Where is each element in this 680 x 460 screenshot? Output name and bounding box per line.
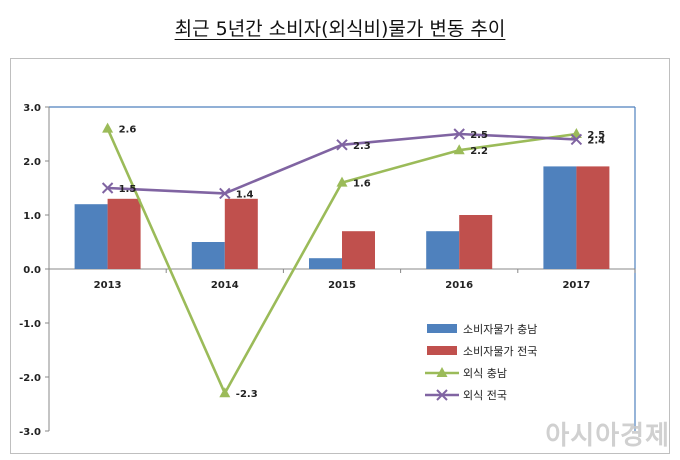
data-label: 2.4 xyxy=(587,135,605,146)
legend-swatch xyxy=(427,324,457,333)
y-tick-label: -3.0 xyxy=(19,427,41,438)
x-marker xyxy=(570,133,583,146)
x-marker xyxy=(336,139,348,151)
bar xyxy=(459,215,493,269)
chart-title-text: 최근 5년간 소비자(외식비)물가 변동 추이 xyxy=(174,18,506,40)
bar xyxy=(543,166,577,269)
bar xyxy=(342,231,375,269)
bar xyxy=(224,198,258,269)
x-tick-label: 2014 xyxy=(211,280,239,291)
x-tick-label: 2017 xyxy=(562,280,590,291)
bar xyxy=(191,242,225,269)
legend-label: 소비자물가 전국 xyxy=(463,345,537,358)
chart-frame: 3.0 2.0 1.0 0.0 -1.0 -2.0 -3.0 2013 2014 2015 2016… xyxy=(10,58,670,454)
x-marker xyxy=(219,187,231,200)
bar xyxy=(74,204,108,269)
y-tick-label: -2.0 xyxy=(19,373,41,384)
bar xyxy=(309,258,342,269)
legend-label: 외식 충남 xyxy=(463,367,507,380)
legend-x-marker xyxy=(436,389,448,401)
data-label: 2.5 xyxy=(587,130,605,141)
legend-triangle-marker xyxy=(436,367,448,377)
y-tick-label: 2.0 xyxy=(23,157,41,168)
x-tick-label: 2015 xyxy=(328,280,356,291)
chart-svg: 3.0 2.0 1.0 0.0 -1.0 -2.0 -3.0 2013 2014 2015 2016… xyxy=(19,103,636,438)
bar xyxy=(426,231,460,269)
x-marker xyxy=(453,128,465,140)
data-label: 2.3 xyxy=(353,141,371,152)
bar xyxy=(576,166,610,269)
triangle-marker xyxy=(336,176,348,187)
data-label: 2.2 xyxy=(470,146,488,157)
triangle-marker xyxy=(102,122,114,133)
watermark-logo: 아시아경제 xyxy=(545,421,670,451)
x-tick-label: 2016 xyxy=(445,280,473,291)
data-label: 1.6 xyxy=(353,179,371,190)
legend-swatch xyxy=(427,346,457,355)
legend-label: 외식 전국 xyxy=(463,389,507,402)
triangle-marker xyxy=(453,144,465,155)
legend-label: 소비자물가 충남 xyxy=(463,323,537,336)
x-tick-label: 2013 xyxy=(94,280,122,291)
data-label: 2.6 xyxy=(119,125,137,136)
y-tick-label: 3.0 xyxy=(23,103,41,114)
data-label: 1.4 xyxy=(236,189,254,200)
y-tick-label: 0.0 xyxy=(23,265,41,276)
y-tick-label: 1.0 xyxy=(23,211,41,222)
data-label: -2.3 xyxy=(236,389,258,400)
x-marker xyxy=(101,182,114,194)
chart-title: 최근 5년간 소비자(외식비)물가 변동 추이 xyxy=(0,14,680,41)
y-tick-label: -1.0 xyxy=(19,319,41,330)
bar xyxy=(107,198,141,269)
data-label: 2.5 xyxy=(470,130,488,141)
data-label: 1.5 xyxy=(119,184,137,195)
triangle-marker xyxy=(219,387,231,398)
